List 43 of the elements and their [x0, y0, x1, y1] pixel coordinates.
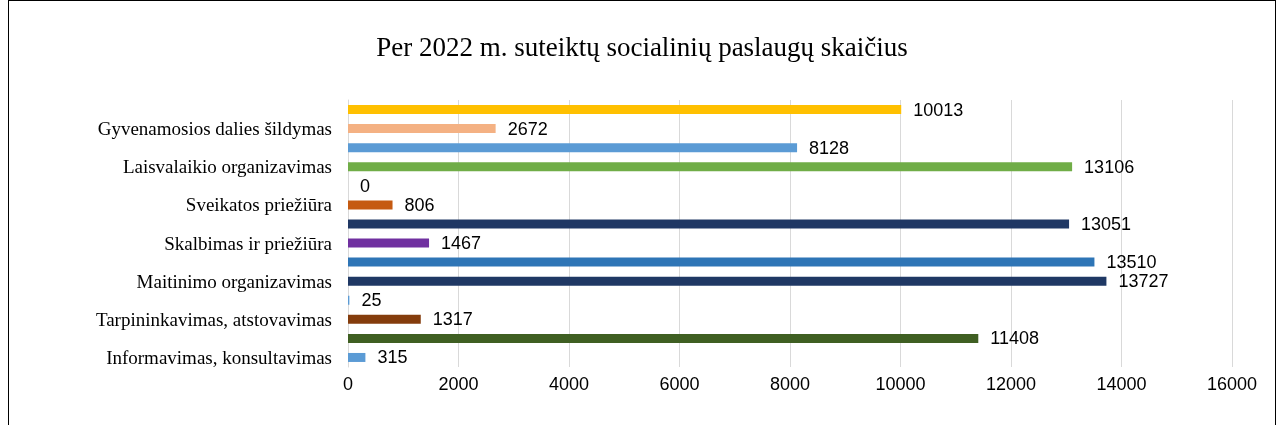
bar: [348, 200, 393, 210]
data-label: 13051: [1081, 213, 1132, 234]
bar: [348, 105, 902, 115]
y-tick-label: Sveikatos priežiūra: [185, 194, 333, 216]
data-label: 2672: [507, 118, 548, 139]
x-tick-label: 0: [342, 374, 354, 394]
x-tick-label: 14000: [1096, 374, 1147, 394]
data-label: 8128: [809, 137, 850, 158]
y-tick-label: Gyvenamosios dalies šildymas: [97, 118, 332, 140]
x-tick-label: 10000: [875, 374, 926, 394]
x-tick-label: 12000: [985, 374, 1037, 394]
x-tick-label: 2000: [438, 374, 479, 394]
bar: [348, 314, 421, 324]
chart-title: Per 2022 m. suteiktų socialinių paslaugų skaičius: [376, 31, 908, 62]
bar: [348, 276, 1107, 286]
y-tick-label: Skalbimas ir priežiūra: [164, 232, 333, 254]
bar: [348, 124, 496, 134]
data-label: 1467: [441, 233, 482, 254]
data-label: 25: [361, 290, 382, 311]
data-label: 13727: [1118, 271, 1169, 292]
y-tick-label: Tarpininkavimas, atstovavimas: [95, 308, 332, 330]
x-tick-label: 4000: [548, 374, 590, 394]
data-label: 315: [377, 347, 408, 368]
data-label: 1317: [432, 309, 473, 330]
x-tick-label: 16000: [1206, 374, 1258, 394]
data-label: 806: [404, 194, 435, 215]
y-tick-label: Laisvalaikio organizavimas: [122, 156, 332, 178]
x-tick-label: 8000: [769, 374, 811, 394]
bar: [348, 333, 979, 343]
data-label: 13106: [1084, 156, 1135, 177]
data-label: 11408: [990, 328, 1040, 349]
data-label: 13510: [1106, 252, 1157, 273]
y-tick-label: Informavimas, konsultavimas: [106, 346, 332, 368]
bar: [348, 162, 1073, 172]
x-tick-label: 6000: [659, 374, 700, 394]
y-tick-label: Maitinimo organizavimas: [136, 270, 332, 292]
bar: [348, 219, 1070, 229]
bar: [348, 143, 798, 153]
bar: [348, 257, 1095, 267]
data-label: 0: [360, 175, 371, 196]
bar: [348, 352, 366, 362]
bar: [348, 238, 430, 248]
data-label: 10013: [913, 99, 964, 120]
